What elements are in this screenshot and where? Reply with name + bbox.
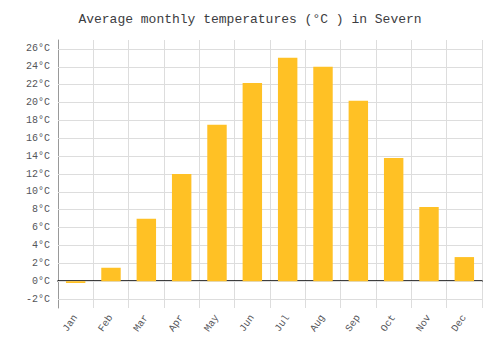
svg-text:Mar: Mar (131, 313, 150, 334)
svg-text:6°C: 6°C (32, 222, 50, 233)
svg-text:12°C: 12°C (26, 169, 50, 180)
svg-text:Apr: Apr (167, 313, 186, 334)
svg-text:May: May (202, 313, 221, 334)
svg-text:24°C: 24°C (26, 61, 50, 72)
svg-text:14°C: 14°C (26, 151, 50, 162)
svg-text:-2°C: -2°C (26, 294, 50, 305)
svg-text:4°C: 4°C (32, 240, 50, 251)
svg-text:Jun: Jun (237, 313, 256, 334)
svg-text:Sep: Sep (343, 313, 362, 334)
svg-text:8°C: 8°C (32, 204, 50, 215)
svg-text:Dec: Dec (449, 313, 468, 334)
svg-text:Jul: Jul (273, 313, 292, 334)
svg-text:26°C: 26°C (26, 43, 50, 54)
svg-text:20°C: 20°C (26, 97, 50, 108)
svg-text:Feb: Feb (96, 313, 115, 334)
svg-text:Jan: Jan (61, 313, 80, 334)
svg-text:Aug: Aug (308, 313, 327, 334)
svg-text:18°C: 18°C (26, 115, 50, 126)
svg-text:2°C: 2°C (32, 258, 50, 269)
svg-text:Average monthly temperatures (: Average monthly temperatures (°C ) in Se… (78, 12, 421, 27)
svg-text:0°C: 0°C (32, 276, 50, 287)
svg-text:22°C: 22°C (26, 79, 50, 90)
svg-text:Oct: Oct (379, 313, 398, 334)
svg-text:Nov: Nov (414, 313, 433, 334)
svg-text:16°C: 16°C (26, 133, 50, 144)
svg-text:10°C: 10°C (26, 186, 50, 197)
